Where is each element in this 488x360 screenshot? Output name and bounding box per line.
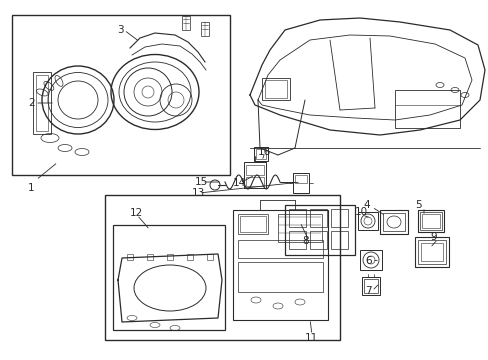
Text: 16: 16 <box>258 147 271 157</box>
Text: 6: 6 <box>364 256 371 266</box>
Bar <box>256 149 265 159</box>
Bar <box>238 240 323 258</box>
Bar <box>420 243 442 261</box>
Bar <box>253 147 267 161</box>
Bar <box>245 177 264 186</box>
Text: 13: 13 <box>192 188 205 198</box>
Bar <box>264 80 286 98</box>
Text: 3: 3 <box>117 25 123 35</box>
Text: 4: 4 <box>362 200 369 210</box>
Text: 1: 1 <box>28 183 35 193</box>
Bar <box>182 16 190 30</box>
Text: 5: 5 <box>414 200 421 210</box>
Text: 9: 9 <box>429 232 436 242</box>
Bar <box>288 209 305 227</box>
Bar <box>361 277 379 295</box>
Text: 8: 8 <box>302 236 308 246</box>
Bar <box>363 279 377 293</box>
Bar <box>379 210 407 234</box>
Bar <box>294 175 306 183</box>
Bar <box>206 254 213 260</box>
Bar <box>292 173 308 193</box>
Bar <box>105 195 339 340</box>
Bar <box>288 231 305 249</box>
Bar <box>417 240 445 264</box>
Text: 11: 11 <box>305 333 318 343</box>
Text: 14: 14 <box>232 178 246 188</box>
Bar <box>278 214 321 242</box>
Bar <box>382 213 404 231</box>
Bar <box>285 205 354 255</box>
Bar <box>330 209 347 227</box>
Bar <box>244 162 265 188</box>
Text: 12: 12 <box>130 208 143 218</box>
Bar <box>113 225 224 330</box>
Bar <box>421 214 439 228</box>
Bar <box>417 210 443 232</box>
Bar <box>330 231 347 249</box>
Bar <box>127 254 133 260</box>
Bar <box>357 212 377 230</box>
Bar <box>201 22 208 36</box>
Text: 10: 10 <box>354 207 367 217</box>
Bar <box>309 209 326 227</box>
Bar <box>245 165 264 175</box>
Bar <box>414 237 448 267</box>
Bar <box>167 254 173 260</box>
Bar <box>147 254 153 260</box>
Bar <box>12 15 229 175</box>
Bar <box>359 250 381 270</box>
Bar <box>240 216 265 232</box>
Bar <box>36 75 48 131</box>
Bar <box>232 210 327 320</box>
Bar <box>33 72 51 134</box>
Text: 2: 2 <box>28 98 35 108</box>
Bar <box>394 90 459 128</box>
Bar <box>309 231 326 249</box>
Bar <box>186 254 193 260</box>
Bar <box>419 212 441 230</box>
Bar <box>262 78 289 100</box>
Bar <box>238 262 323 292</box>
Text: 7: 7 <box>364 286 371 296</box>
Bar <box>238 214 267 234</box>
Text: 15: 15 <box>194 177 207 187</box>
